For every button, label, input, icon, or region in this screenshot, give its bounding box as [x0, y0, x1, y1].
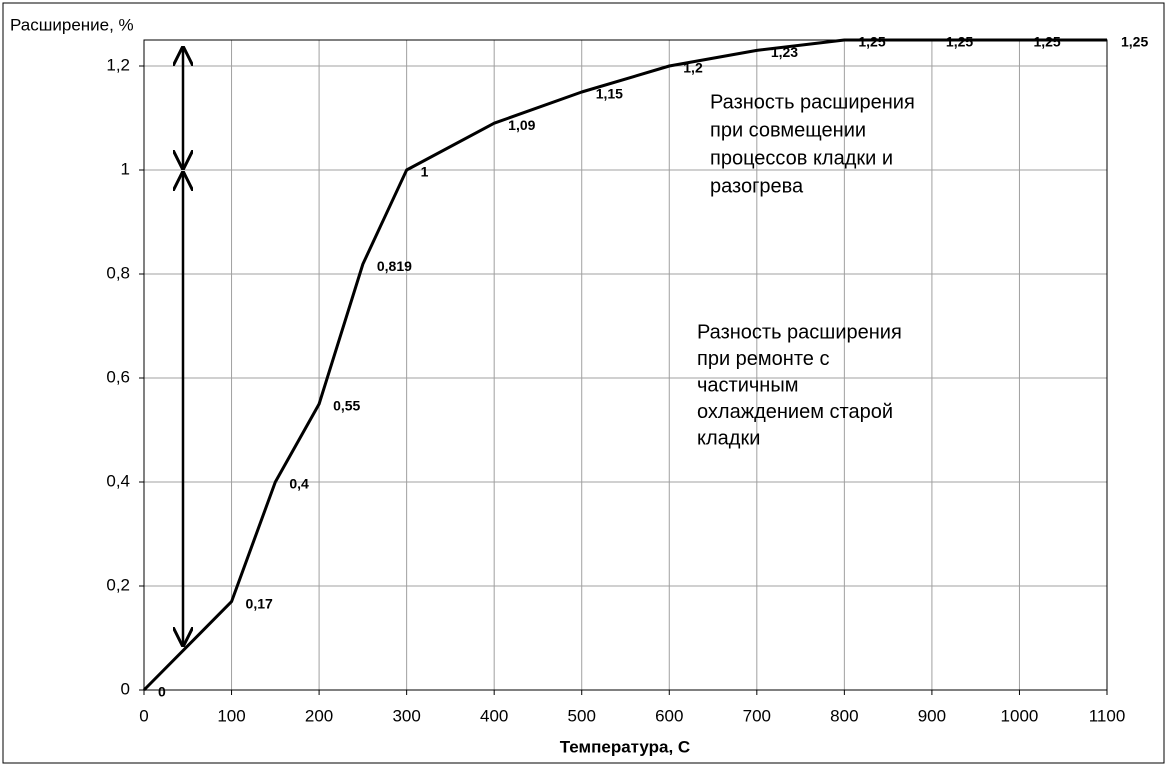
value-label: 1	[421, 164, 429, 180]
annotation: при совмещении	[710, 119, 866, 141]
y-tick-label: 1,2	[106, 55, 130, 74]
plot: 0 0,2 0,4 0,6 0,8 1 1,2 0 100 200 300 400 500 600 700 8…	[106, 34, 1148, 726]
annotation: разогрева	[710, 175, 804, 197]
value-label: 1,25	[1033, 34, 1060, 50]
value-label: 1,25	[1121, 34, 1148, 50]
x-tick-label: 300	[392, 706, 420, 725]
x-tick-label: 0	[139, 706, 148, 725]
y-tick-label: 0,4	[106, 471, 130, 490]
value-label: 1,2	[683, 60, 703, 76]
annotation: охлаждением старой	[697, 401, 893, 423]
x-tick-label: 900	[918, 706, 946, 725]
value-label: 0,17	[246, 595, 273, 611]
x-tick-label: 400	[480, 706, 508, 725]
y-axis-label: Расширение, %	[10, 15, 134, 34]
x-axis-label: Температура, С	[560, 737, 690, 756]
y-tick-label: 0,2	[106, 575, 130, 594]
value-label: 1,09	[508, 117, 535, 133]
value-label: 1,25	[858, 34, 885, 50]
annotation: частичным	[697, 374, 798, 396]
y-tick-label: 1	[121, 159, 130, 178]
x-tick-label: 1000	[1001, 706, 1039, 725]
x-tick-label: 500	[568, 706, 596, 725]
value-label: 1,23	[771, 44, 798, 60]
value-label: 0,819	[377, 258, 412, 274]
x-tick-label: 800	[830, 706, 858, 725]
y-tick-label: 0	[121, 679, 130, 698]
value-label: 0,4	[289, 476, 309, 492]
annotation: кладки	[697, 427, 760, 449]
x-tick-label: 1100	[1089, 706, 1126, 725]
value-label: 0,55	[333, 398, 360, 414]
annotation: при ремонте с	[697, 348, 829, 370]
line	[142, 38, 1107, 692]
x-tick-label: 700	[743, 706, 771, 725]
x-tick-label: 200	[305, 706, 333, 725]
value-label: 1,25	[946, 34, 973, 50]
x-tick-label: 600	[655, 706, 683, 725]
y-tick-label: 0,8	[106, 263, 130, 282]
annotation: Разность расширения	[697, 321, 902, 343]
annotation: процессов кладки и	[710, 147, 893, 169]
x-tick-label: 100	[217, 706, 245, 725]
value-label: 1,15	[596, 86, 623, 102]
value-label: 0	[158, 684, 166, 700]
y-tick-label: 0,6	[106, 367, 130, 386]
annotation: Разность расширения	[710, 91, 915, 113]
plot-border	[143, 39, 1108, 691]
